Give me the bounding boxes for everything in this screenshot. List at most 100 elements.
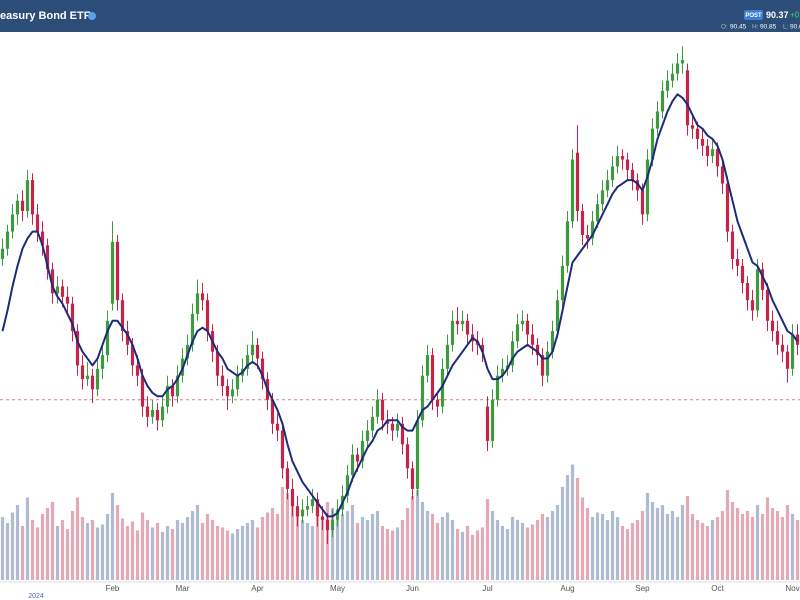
candle-body [575,152,580,211]
volume-bar [295,511,300,580]
volume-bar [770,508,775,580]
volume-bar [790,514,795,580]
volume-bar [170,529,175,580]
volume-bar [750,517,755,580]
volume-bar [95,527,100,580]
volume-bar [255,527,260,580]
volume-bar [250,520,255,580]
candle-body [655,111,660,129]
volume-bar [445,512,450,580]
volume-bar [740,514,745,580]
volume-bar [190,511,195,580]
volume-bar [130,521,135,580]
volume-bar [410,496,415,580]
volume-bar [510,517,515,580]
candle-body [410,468,415,489]
candle-body [90,375,95,390]
candle-body [465,320,470,335]
candle-body [795,334,800,345]
x-tick-label: Jul [482,584,492,593]
volume-bar [715,517,720,580]
high-label: H: [752,24,759,31]
volume-bar [120,518,125,580]
candle-body [55,286,60,294]
volume-bar [380,526,385,580]
candle-body [620,156,625,160]
candle-body [625,159,630,170]
volume-bar [185,517,190,580]
volume-bar [395,527,400,580]
volume-bar [390,530,395,580]
open-label: O: [721,24,728,31]
volume-bar [350,505,355,580]
volume-bar [145,520,150,580]
candle-body [690,125,695,129]
candle-body [360,440,365,462]
volume-bar [530,524,535,580]
candle-body [130,344,135,366]
volume-bar [475,530,480,580]
candle-body [775,331,780,345]
candle-body [550,331,555,352]
volume-bar [735,508,740,580]
candle-body [80,365,85,380]
volume-bar [155,523,160,580]
candle-body [555,300,560,332]
volume-bar [645,493,650,580]
candle-body [290,488,295,507]
candle-body [15,200,20,215]
volume-bar [245,523,250,580]
candle-body [190,313,195,345]
volume-bar [545,517,550,580]
candle-body [720,166,725,184]
candle-body [155,410,160,421]
volume-bar [385,529,390,580]
volume-bar [615,517,620,580]
volume-bar [105,514,110,580]
volume-bar [455,529,460,580]
volume-bar [765,497,770,580]
candle-body [515,324,520,342]
candle-body [445,344,450,369]
volume-bar [355,523,360,580]
candle-body [430,355,435,400]
x-tick-label: Apr [251,584,264,593]
volume-bar [265,512,270,580]
candle-body [650,128,655,160]
volume-bar [75,497,80,580]
volume-bar [215,526,220,580]
volume-bar [695,520,700,580]
candle-body [355,454,360,462]
candle-body [600,190,605,205]
candle-body [660,90,665,112]
volume-bar [225,530,230,580]
candle-body [440,368,445,407]
volume-bar [520,523,525,580]
volume-bar [320,517,325,580]
volume-bar [665,514,670,580]
candle-body [145,406,150,417]
candle-body [60,286,65,297]
candle-body [500,368,505,376]
candle-body [95,368,100,390]
candle-body [495,375,500,400]
volume-bar [45,508,50,580]
candle-body [300,509,305,517]
volume-bar [50,502,55,580]
candle-body [385,420,390,424]
volume-bar [705,526,710,580]
volume-bar [725,490,730,580]
volume-bar [430,514,435,580]
info-icon[interactable] [88,12,96,20]
candle-body [740,265,745,284]
candle-body [685,70,690,126]
price-change: +0.0 [790,11,800,20]
volume-bar [235,529,240,580]
candle-body [730,231,735,260]
volume-bar [775,511,780,580]
volume-bar [240,526,245,580]
candle-body [235,375,240,390]
candle-body [245,355,250,369]
